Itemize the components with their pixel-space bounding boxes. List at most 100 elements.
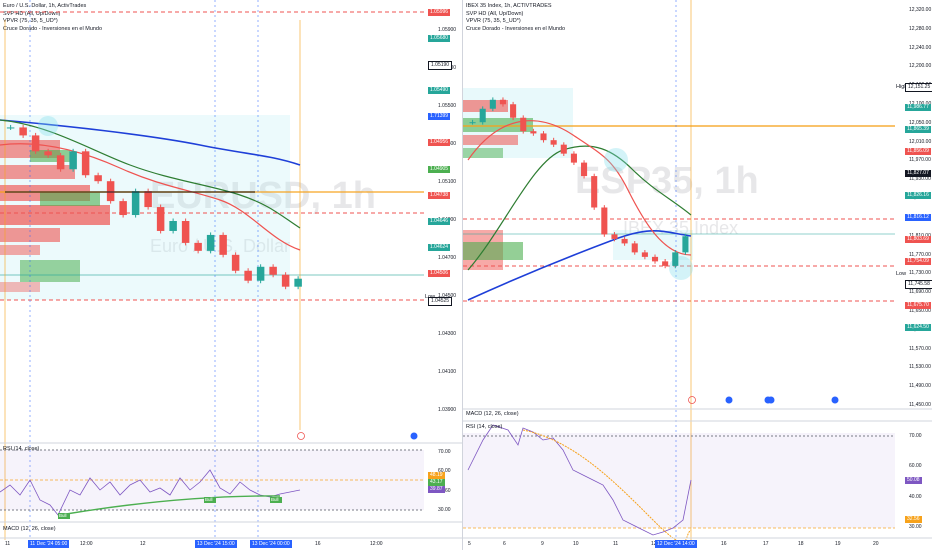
eurusd-price-tag: 1.04738 [428, 191, 451, 199]
ibex-event-icon[interactable] [688, 396, 696, 404]
candle [94, 175, 102, 182]
ibex-rsi-label: RSI (14, close) [466, 424, 503, 430]
ibex-plot[interactable] [463, 0, 932, 550]
eurusd-price-tag: 1.04506 [428, 270, 451, 278]
eurusd-plot[interactable] [0, 0, 462, 550]
ibex-price-tick: 12,280.00 [909, 25, 932, 32]
eurusd-rsi-line [0, 469, 301, 516]
eurusd-time-tick: 11 [5, 541, 11, 547]
ibex-time-tick: 20 [873, 541, 879, 547]
candle [489, 99, 496, 109]
eurusd-bull-tag-2 [204, 497, 216, 503]
eurusd-price-tag: 1.05190 [428, 60, 453, 70]
ibex-rsi-tick: 60.00 [909, 463, 922, 470]
eurusd-ma-50 [0, 119, 301, 229]
candle [520, 117, 527, 132]
candle [156, 207, 165, 231]
ibex-time-tick: 16 [721, 541, 727, 547]
ibex-price-axis[interactable] [895, 0, 932, 550]
candle [119, 201, 127, 216]
eurusd-bull-label: Bull [59, 513, 67, 518]
eurusd-indicator-cruce: Cruce Dorado - Inversiones en el Mundo [3, 25, 103, 32]
ibex-price-tag: 11,856.09 [905, 148, 931, 156]
ibex-price-tick: 11,690.00 [909, 289, 931, 296]
ibex-event-icon-4[interactable] [767, 396, 775, 404]
ibex-rsi-tag: 50.08 [905, 477, 922, 484]
eurusd-bull-label: Bull [271, 497, 279, 502]
eurusd-price-tag: 1.04956 [428, 139, 451, 147]
candle [231, 254, 240, 271]
eurusd-rsi-tag: 43.17 [428, 479, 445, 486]
candle [570, 153, 577, 163]
ibex-price-tick: 11,970.00 [909, 157, 931, 164]
ibex-price-tag: 11,745.58 [905, 279, 932, 289]
candle [641, 252, 648, 257]
eurusd-price-tag: 1.04525 [428, 296, 453, 306]
ibex-price-tick: 12,200.00 [909, 63, 932, 70]
ibex-price-tick: 12,320.00 [909, 7, 932, 13]
candle [631, 243, 638, 253]
eurusd-event-icon-2[interactable] [410, 432, 418, 440]
candle [499, 99, 507, 105]
candle [181, 221, 190, 243]
candle [244, 270, 252, 281]
candle [219, 234, 227, 255]
eurusd-price-tag: 1.05996 [428, 8, 451, 16]
candle [281, 274, 290, 287]
eurusd-price-tick: 1.05900 [438, 27, 457, 33]
ibex-time-tick: 6 [503, 541, 506, 547]
ibex-event-icon-2[interactable] [725, 396, 733, 404]
eurusd-title: Euro / U.S. Dollar, 1h, ActivTrades [3, 3, 87, 9]
eurusd-time-highlight: 13 Dec '24 00:00 [250, 540, 292, 548]
ibex-price-tag: 12,151.25 [905, 82, 932, 92]
ibex-low-label: Low [896, 271, 907, 277]
ibex-price-tick: 11,730.00 [909, 270, 931, 277]
ibex-price-tag: 11,986.77 [905, 104, 931, 112]
ibex-ma-200 [467, 230, 692, 301]
ibex-time-highlight: 12 Dec '24 14:00 [655, 540, 697, 548]
candle [19, 127, 27, 136]
ibex-event-icon-5[interactable] [831, 396, 839, 404]
ibex-time-tick: 19 [835, 541, 841, 547]
eurusd-ma-20 [0, 143, 301, 251]
ibex-price-tick: 12,240.00 [909, 44, 932, 51]
ibex-indicator-vpvr: VPVR (75, 35, 5_UD*) [466, 18, 521, 24]
eurusd-price-tag: 1.05490 [428, 87, 451, 95]
candle [44, 151, 52, 156]
ibex-ma-50 [467, 145, 692, 271]
candle [510, 104, 517, 118]
ibex-rsi-tag: 32.56 [905, 516, 922, 523]
eurusd-price-tag: 1.71399 [428, 113, 451, 121]
ibex-price-tag: 11,803.69 [905, 235, 931, 243]
ibex-price-tick: 12,010.00 [909, 138, 932, 145]
ibex-legend: IBEX 35 Index, 1h, ACTIVTRADES SVP HD (A… [466, 3, 565, 33]
candle [621, 238, 628, 244]
eurusd-price-tag: 1.04646 [428, 217, 451, 225]
candle [106, 181, 115, 202]
ibex-candles [469, 97, 689, 269]
ibex-time-tick: 12 [651, 541, 657, 547]
candle [81, 151, 90, 176]
candle [6, 127, 15, 129]
candle [31, 135, 40, 152]
eurusd-price-tick: 1.04700 [438, 255, 457, 261]
candle [611, 234, 618, 239]
ibex-ma-20 [467, 120, 692, 256]
ibex-indicator-cruce: Cruce Dorado - Inversiones en el Mundo [466, 25, 566, 32]
eurusd-time-highlight: 13 Dec '24 15:00 [195, 540, 237, 548]
eurusd-price-tag: 1.04905 [428, 165, 451, 173]
eurusd-time-tick: 12:00 [80, 541, 93, 547]
ibex-time-tick: 18 [798, 541, 804, 547]
ibex-chart-panel[interactable]: IBEX 35 Index, 1h, ACTIVTRADES SVP HD (A… [462, 0, 932, 550]
ibex-title: IBEX 35 Index, 1h, ACTIVTRADES [466, 3, 552, 9]
eurusd-chart-panel[interactable]: Euro / U.S. Dollar, 1h, ActivTrades SVP … [0, 0, 462, 550]
candle [269, 266, 277, 275]
eurusd-candles [6, 124, 302, 290]
candle [540, 133, 547, 141]
ibex-rsi-line [467, 424, 692, 536]
ibex-high-label: High [896, 84, 908, 90]
ibex-price-tick: 11,450.00 [909, 402, 931, 408]
eurusd-time-tick: 16 [315, 541, 321, 547]
ibex-price-tag: 11,754.09 [905, 257, 931, 265]
eurusd-event-icon[interactable] [297, 432, 305, 440]
